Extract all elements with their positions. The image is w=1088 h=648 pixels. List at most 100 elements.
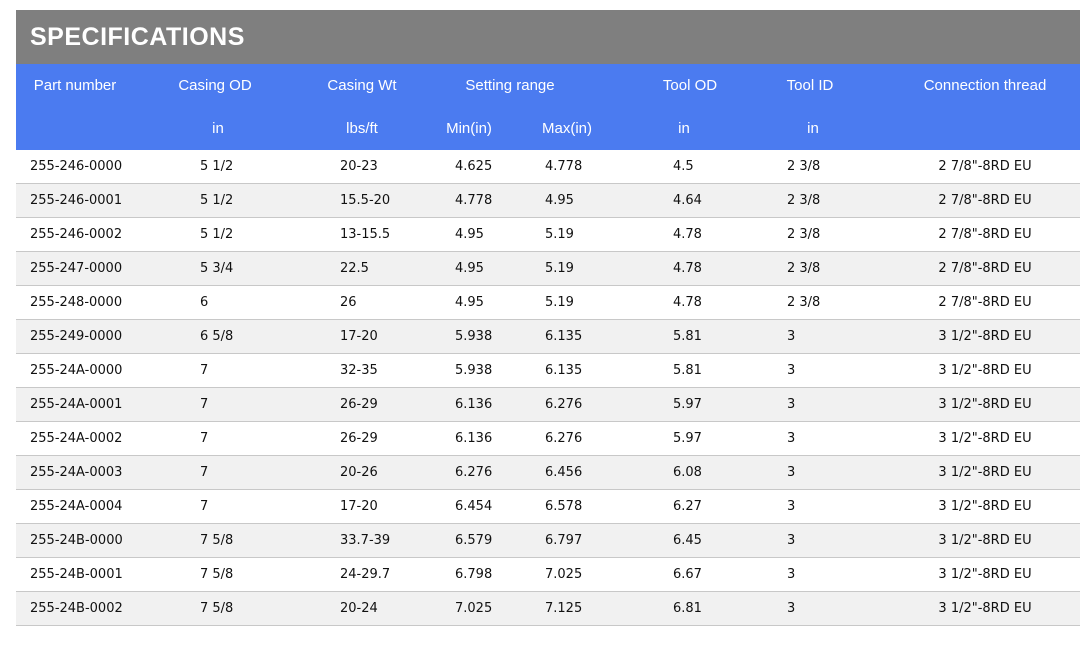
table-cell: 20-23 [340, 159, 378, 174]
table-cell: 3 1/2"-8RD EU [938, 567, 1032, 582]
table-cell: 6.578 [545, 499, 583, 514]
table-cell: 4.78 [673, 227, 702, 242]
column-header: Tool ID [786, 77, 834, 94]
table-cell: 2 7/8"-8RD EU [938, 193, 1032, 208]
table-cell: 13-15.5 [340, 227, 391, 242]
table-cell: 5.938 [455, 329, 493, 344]
table-cell: 5.19 [545, 227, 574, 242]
table-cell: 26-29 [340, 397, 378, 412]
table-cell: 3 1/2"-8RD EU [938, 499, 1032, 514]
table-row [16, 558, 1080, 592]
table-cell: 4.95 [455, 261, 484, 276]
table-row [16, 286, 1080, 320]
table-row [16, 422, 1080, 456]
table-cell: 17-20 [340, 499, 378, 514]
table-cell: 255-24A-0004 [30, 499, 123, 514]
table-cell: 255-24B-0001 [30, 567, 123, 582]
table-row [16, 218, 1080, 252]
table-row [16, 320, 1080, 354]
table-cell: 2 7/8"-8RD EU [938, 295, 1032, 310]
column-header: Tool OD [662, 77, 718, 94]
table-cell: 3 [787, 363, 796, 378]
table-cell: 6.276 [545, 431, 583, 446]
table-cell: 6 [200, 295, 209, 310]
unit-label: lbs/ft [346, 120, 378, 137]
table-cell: 6.135 [545, 363, 583, 378]
table-cell: 4.625 [455, 159, 493, 174]
table-cell: 6 5/8 [200, 329, 234, 344]
title: SPECIFICATIONS [30, 23, 245, 51]
table-cell: 4.95 [455, 295, 484, 310]
table-cell: 6.08 [673, 465, 702, 480]
table-cell: 2 3/8 [787, 193, 821, 208]
table-cell: 5.97 [673, 397, 702, 412]
table-cell: 2 3/8 [787, 295, 821, 310]
table-cell: 6.579 [455, 533, 493, 548]
table-cell: 6.454 [455, 499, 493, 514]
table-cell: 255-24A-0000 [30, 363, 123, 378]
table-cell: 24-29.7 [340, 567, 391, 582]
table-cell: 2 3/8 [787, 159, 821, 174]
table-cell: 32-35 [340, 363, 378, 378]
table-cell: 2 7/8"-8RD EU [938, 261, 1032, 276]
table-cell: 7 [200, 499, 209, 514]
table-cell: 3 1/2"-8RD EU [938, 363, 1032, 378]
table-cell: 4.64 [673, 193, 702, 208]
table-cell: 255-24A-0002 [30, 431, 123, 446]
table-cell: 5 3/4 [200, 261, 234, 276]
table-cell: 7 5/8 [200, 601, 234, 616]
table-cell: 26 [340, 295, 357, 310]
table-row [16, 184, 1080, 218]
table-cell: 20-26 [340, 465, 378, 480]
header-row [16, 64, 1080, 107]
table-cell: 26-29 [340, 431, 378, 446]
unit-label: in [212, 120, 224, 137]
table-row [16, 252, 1080, 286]
table-cell: 7.025 [455, 601, 493, 616]
table-cell: 5.97 [673, 431, 702, 446]
column-header: Setting range [465, 77, 555, 94]
table-cell: 4.78 [673, 261, 702, 276]
units-row [16, 107, 1080, 150]
table-cell: 22.5 [340, 261, 369, 276]
table-cell: 6.276 [455, 465, 493, 480]
table-cell: 3 [787, 329, 796, 344]
table-cell: 6.135 [545, 329, 583, 344]
table-row [16, 150, 1080, 184]
table-cell: 5.81 [673, 363, 702, 378]
table-cell: 3 [787, 431, 796, 446]
table-cell: 6.67 [673, 567, 702, 582]
table-cell: 6.136 [455, 397, 493, 412]
table-cell: 17-20 [340, 329, 378, 344]
table-cell: 5 1/2 [200, 227, 234, 242]
title-bar: SPECIFICATIONS [16, 10, 1080, 64]
table-cell: 255-24A-0003 [30, 465, 123, 480]
table-cell: 7 [200, 465, 209, 480]
table-cell: 3 1/2"-8RD EU [938, 329, 1032, 344]
column-header: Connection thread [923, 77, 1047, 94]
table-cell: 255-246-0001 [30, 193, 123, 208]
table-cell: 3 [787, 465, 796, 480]
table-cell: 7 [200, 363, 209, 378]
table-row [16, 354, 1080, 388]
table-cell: 255-24A-0001 [30, 397, 123, 412]
table-cell: 255-249-0000 [30, 329, 123, 344]
table-cell: 3 [787, 533, 796, 548]
table-cell: 5.938 [455, 363, 493, 378]
table-cell: 6.456 [545, 465, 583, 480]
table-cell: 4.5 [673, 159, 694, 174]
table-cell: 255-24B-0000 [30, 533, 123, 548]
table-cell: 7 [200, 431, 209, 446]
unit-label: in [807, 120, 819, 137]
table-cell: 6.276 [545, 397, 583, 412]
table-cell: 7.025 [545, 567, 583, 582]
table-cell: 3 1/2"-8RD EU [938, 397, 1032, 412]
table-cell: 6.45 [673, 533, 702, 548]
table-cell: 6.27 [673, 499, 702, 514]
table-cell: 2 7/8"-8RD EU [938, 159, 1032, 174]
table-cell: 15.5-20 [340, 193, 391, 208]
column-header: Casing OD [178, 77, 252, 94]
table-cell: 5 1/2 [200, 159, 234, 174]
table-cell: 255-247-0000 [30, 261, 123, 276]
